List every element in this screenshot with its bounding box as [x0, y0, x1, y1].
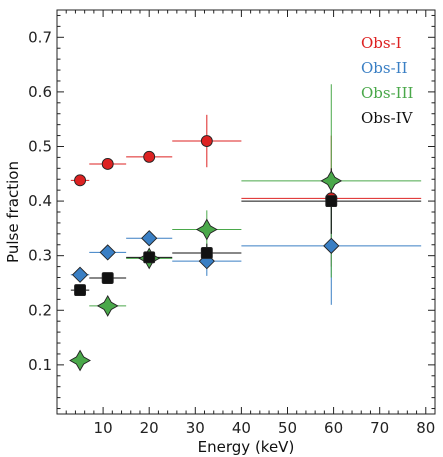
x-tick-label: 10 [94, 419, 113, 437]
obs-iv-point [143, 251, 156, 264]
obs-iv-point [200, 246, 213, 259]
obs-i-point [101, 158, 114, 170]
y-tick-label: 0.7 [28, 28, 52, 46]
x-tick-label: 20 [140, 419, 159, 437]
obs-i-point [74, 174, 86, 187]
y-tick-label: 0.2 [28, 301, 52, 319]
x-axis-label: Energy (keV) [198, 438, 295, 456]
x-tick-label: 70 [370, 419, 389, 437]
y-tick-label: 0.1 [28, 356, 52, 374]
obs-ii-point [71, 266, 89, 283]
obs-ii-point [99, 244, 116, 261]
obs-iv-point [101, 272, 114, 285]
obs-iii-point [320, 169, 343, 192]
obs-ii-point [323, 237, 340, 254]
x-tick-label: 80 [416, 419, 435, 437]
obs-iv-point [325, 195, 338, 208]
x-tick-label: 40 [232, 419, 251, 437]
obs-i-point [200, 135, 213, 147]
obs-iii-point [69, 349, 91, 372]
obs-ii-point [141, 230, 158, 247]
y-axis-label: Pulse fraction [4, 161, 22, 263]
obs-iii-point [195, 218, 218, 241]
legend-obs-iii: Obs-III [361, 84, 414, 102]
x-tick-label: 30 [186, 419, 205, 437]
legend-obs-iv: Obs-IV [361, 109, 414, 127]
legend-obs-i: Obs-I [361, 34, 402, 52]
obs-i-point [143, 150, 156, 163]
y-tick-label: 0.4 [28, 192, 52, 210]
y-tick-label: 0.6 [28, 83, 52, 101]
legend-obs-ii: Obs-II [361, 59, 408, 77]
obs-iii-point [96, 294, 119, 317]
x-tick-label: 60 [324, 419, 343, 437]
x-tick-label: 50 [278, 419, 297, 437]
y-tick-label: 0.5 [28, 137, 52, 155]
y-tick-label: 0.3 [28, 247, 52, 265]
obs-iv-point [74, 284, 86, 297]
